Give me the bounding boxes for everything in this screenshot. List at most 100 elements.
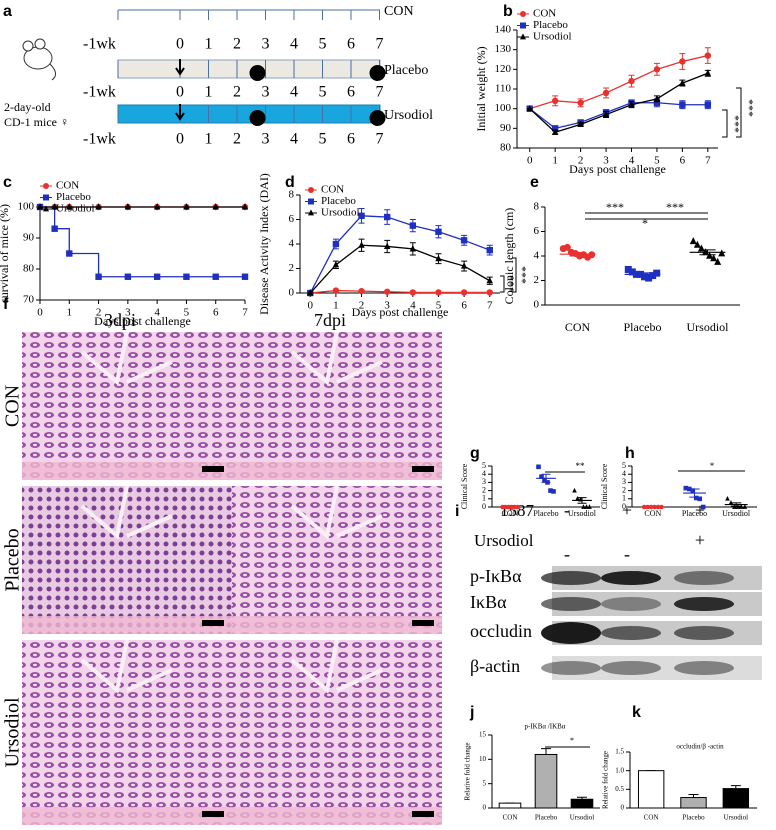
column-label: 7dpi	[314, 310, 346, 330]
lumen	[80, 331, 173, 386]
day-label: 4	[290, 131, 298, 148]
line	[529, 102, 708, 130]
marker	[358, 241, 365, 248]
marker	[679, 58, 686, 65]
marker	[690, 488, 696, 493]
histology-image	[22, 640, 232, 825]
x-tick-label: Ursodiol	[570, 814, 595, 822]
y-tick-label: 0	[621, 804, 625, 812]
y-tick-label: 100	[495, 102, 512, 114]
y-tick-label: 10	[479, 755, 487, 763]
marker	[486, 246, 493, 254]
sem-bar	[699, 249, 716, 256]
day-label: 0	[176, 84, 184, 101]
marker	[551, 128, 559, 135]
treatment-bar	[117, 104, 381, 124]
marker	[602, 110, 610, 118]
blot-band	[541, 597, 601, 611]
y-tick-label: 5	[622, 461, 626, 470]
marker	[628, 77, 635, 85]
legend-label: Ursodiol	[56, 203, 95, 215]
day-label: 2	[233, 131, 241, 148]
marker	[587, 504, 592, 509]
y-tick-label: 0.5	[615, 785, 624, 793]
marker	[460, 289, 468, 296]
histology-image	[232, 486, 442, 634]
protein-label: IκBα	[470, 592, 507, 612]
marker	[307, 289, 314, 296]
marker	[66, 250, 73, 257]
y-tick-label: 90	[23, 232, 35, 244]
marker	[409, 245, 417, 252]
marker	[551, 125, 559, 132]
y-tick-label: 6	[289, 213, 295, 225]
marker	[520, 22, 526, 29]
sampling-dot	[369, 110, 386, 126]
protein-label: β-actin	[470, 656, 520, 676]
panel-letter: j	[469, 704, 474, 721]
y-tick-label: 1	[622, 494, 626, 503]
y-tick-label: 8	[534, 201, 540, 213]
muscle-layer	[22, 807, 232, 825]
y-axis-label: survival of mice (%)	[0, 204, 11, 303]
x-tick-label: 2	[578, 155, 584, 167]
marker	[624, 265, 632, 273]
marker	[212, 273, 219, 280]
marker	[435, 228, 442, 235]
blot-band	[541, 622, 601, 644]
row-label: Placebo	[2, 528, 24, 591]
day-label: 5	[319, 36, 327, 53]
day-label: 2	[233, 36, 241, 53]
y-tick-label: 0	[534, 299, 540, 311]
marker	[486, 276, 493, 284]
y-tick-label: 1	[482, 494, 486, 503]
panel-letter: i	[455, 503, 459, 520]
marker	[43, 194, 49, 201]
x-tick-label: 4	[154, 307, 160, 319]
x-tick-label: 6	[680, 155, 686, 167]
marker	[548, 488, 553, 493]
marker	[704, 101, 712, 108]
day-label: 0	[176, 131, 184, 148]
day-label: 6	[347, 36, 355, 53]
line	[309, 215, 490, 294]
scale-bar	[202, 811, 224, 817]
blot-band	[601, 626, 661, 640]
marker	[520, 33, 526, 40]
y-tick-label: 80	[23, 263, 35, 275]
x-tick-label: 1	[333, 300, 339, 312]
mouse-text: 2-day-old	[4, 100, 51, 114]
marker	[686, 486, 692, 492]
marker	[628, 268, 636, 276]
muscle-layer	[22, 462, 232, 480]
lumen	[290, 331, 383, 386]
marker	[653, 94, 661, 102]
x-tick-label: 5	[184, 307, 190, 319]
y-tick-label: 3	[482, 477, 486, 486]
mouse-text: CD-1 mice ♀	[4, 115, 69, 129]
x-axis-label: Days post challenge	[352, 305, 449, 319]
x-axis-label: Days post challenge	[94, 314, 191, 328]
panel-letter: b	[503, 3, 513, 20]
sampling-dot	[369, 65, 386, 81]
sampling-dot	[249, 65, 266, 81]
y-tick-label: 1.5	[615, 748, 624, 756]
y-tick-label: 4	[482, 469, 486, 478]
panel-letter: h	[625, 445, 635, 462]
y-tick-label: 70	[23, 294, 35, 306]
x-tick-label: CON	[502, 509, 519, 518]
day-label: 1	[205, 131, 213, 148]
marker	[693, 495, 699, 501]
legend-label: CON	[533, 8, 556, 20]
y-tick-label: 0	[482, 502, 486, 511]
treatment-sign: +	[695, 500, 705, 520]
x-tick-label: Placebo	[533, 509, 558, 518]
sem-bar	[577, 497, 587, 504]
chart-title: occludin/β -actin	[676, 743, 724, 751]
y-axis-label: Initial weight (%)	[474, 46, 488, 131]
y-axis-label: Relative fold change	[601, 751, 609, 809]
lumen	[290, 485, 383, 540]
muscle-layer	[22, 616, 232, 634]
y-tick-label: 6	[534, 225, 540, 237]
